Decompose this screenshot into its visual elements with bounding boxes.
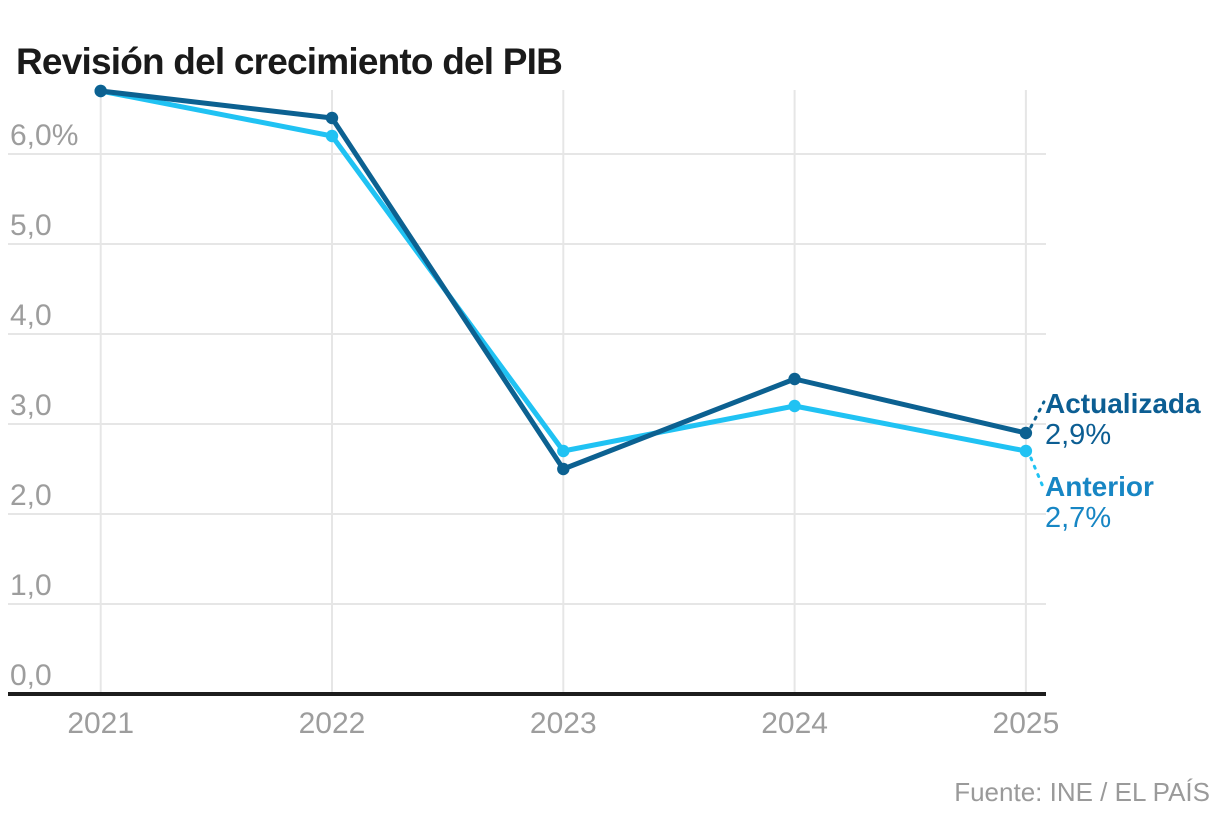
data-point-actualizada: [1019, 426, 1033, 440]
x-axis-tick-label: 2021: [67, 707, 134, 740]
data-point-actualizada: [325, 111, 339, 125]
data-point-anterior: [325, 129, 339, 143]
x-axis-tick-label: 2023: [530, 707, 597, 740]
data-point-anterior: [557, 444, 570, 458]
x-axis-tick-label: 2022: [299, 707, 366, 740]
series-annotation-actualizada: Actualizada 2,9%: [1045, 387, 1201, 451]
data-point-actualizada: [557, 462, 570, 476]
x-axis-tick-label: 2024: [761, 707, 828, 740]
series-label-actualizada: Actualizada: [1045, 388, 1201, 419]
source-credit: Fuente: INE / EL PAÍS: [954, 777, 1210, 807]
x-axis-tick-label: 2025: [993, 707, 1060, 740]
chart-title: Revisión del crecimiento del PIB: [16, 40, 563, 82]
y-axis-tick-label: 5,0: [10, 209, 52, 242]
annotation-connector-anterior: [1029, 456, 1046, 491]
series-end-value-anterior: 2,7%: [1045, 502, 1112, 534]
series-annotation-anterior: Anterior 2,7%: [1045, 470, 1154, 534]
y-axis-tick-label: 3,0: [10, 389, 52, 422]
y-axis-tick-label: 0,0: [10, 659, 52, 692]
y-axis-tick-label: 4,0: [10, 299, 52, 332]
series-label-anterior: Anterior: [1045, 471, 1154, 502]
series-end-value-actualizada: 2,9%: [1045, 419, 1112, 451]
data-point-anterior: [1019, 444, 1033, 458]
data-point-anterior: [788, 399, 801, 413]
data-point-actualizada: [788, 372, 801, 386]
y-axis-tick-label: 6,0%: [10, 119, 78, 152]
y-axis-tick-label: 2,0: [10, 479, 52, 512]
data-point-actualizada: [94, 84, 107, 98]
y-axis-tick-label: 1,0: [10, 569, 52, 602]
